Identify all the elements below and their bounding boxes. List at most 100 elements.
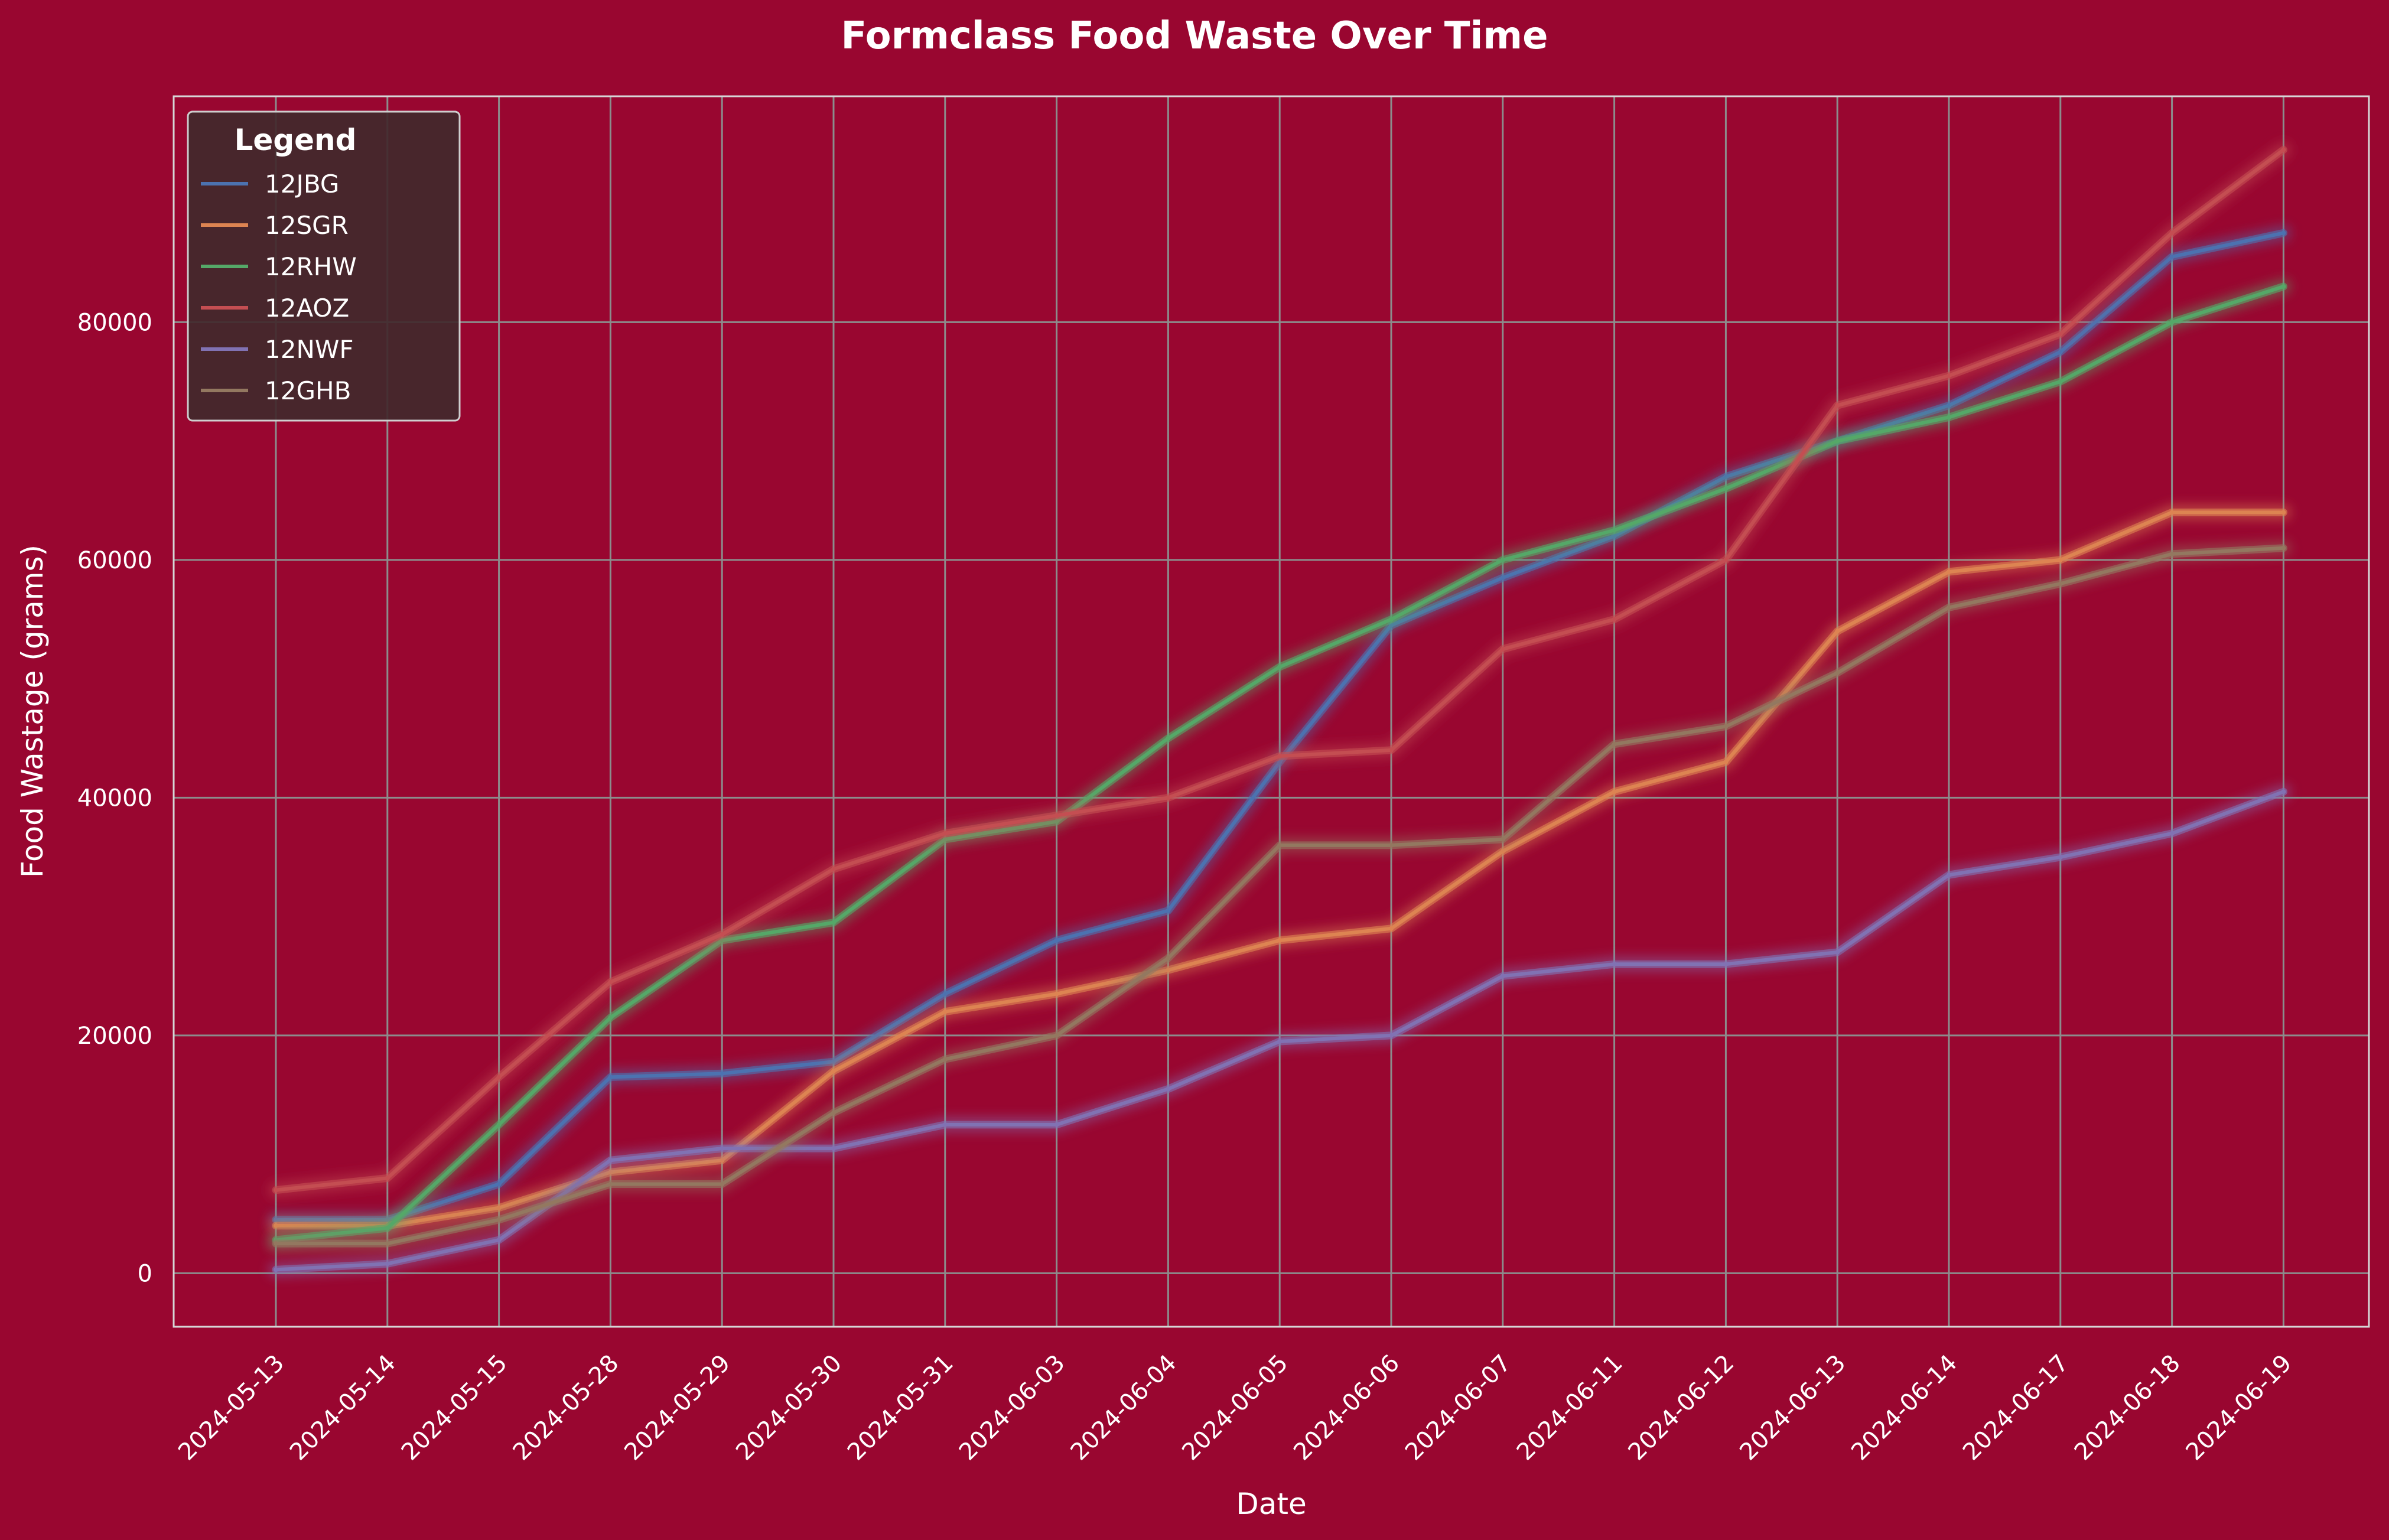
data-point-12SGR bbox=[1835, 629, 1840, 634]
legend-label-12AOZ: 12AOZ bbox=[265, 294, 349, 323]
data-point-12SGR bbox=[1612, 789, 1617, 795]
x-tick-label: 2024-05-15 bbox=[396, 1350, 513, 1466]
data-point-12RHW bbox=[1835, 438, 1840, 444]
data-point-12JBG bbox=[1166, 908, 1171, 913]
y-tick-label: 80000 bbox=[77, 309, 152, 336]
data-point-12NWF bbox=[274, 1267, 278, 1272]
data-point-12AOZ bbox=[942, 831, 948, 836]
y-axis-label: Food Wastage (grams) bbox=[15, 545, 50, 878]
data-point-12NWF bbox=[1054, 1122, 1059, 1127]
y-tick-label: 20000 bbox=[77, 1023, 152, 1050]
data-point-12GHB bbox=[831, 1110, 836, 1115]
series-12AOZ bbox=[268, 142, 2292, 1198]
data-point-12RHW bbox=[385, 1225, 390, 1230]
data-point-12JBG bbox=[2169, 254, 2175, 259]
data-point-12SGR bbox=[831, 1069, 836, 1074]
plot-frame bbox=[172, 95, 2370, 1328]
data-point-12RHW bbox=[831, 920, 836, 925]
data-point-12NWF bbox=[1166, 1086, 1171, 1092]
data-point-12SGR bbox=[1500, 848, 1505, 854]
data-point-12NWF bbox=[2169, 831, 2175, 836]
data-point-12NWF bbox=[1835, 950, 1840, 955]
data-point-12AOZ bbox=[385, 1176, 390, 1181]
series-12NWF bbox=[268, 784, 2292, 1278]
data-point-12SGR bbox=[608, 1170, 613, 1175]
data-point-12JBG bbox=[942, 991, 948, 997]
data-point-12NWF bbox=[720, 1146, 725, 1151]
legend-title: Legend bbox=[235, 123, 357, 157]
data-point-12GHB bbox=[1277, 842, 1283, 848]
data-point-12AOZ bbox=[1166, 795, 1171, 800]
data-point-12AOZ bbox=[1054, 813, 1059, 818]
data-point-12AOZ bbox=[1500, 646, 1505, 652]
data-point-12GHB bbox=[2058, 581, 2063, 587]
series-12SGR bbox=[268, 504, 2292, 1233]
data-point-12SGR bbox=[2281, 510, 2286, 515]
data-point-12GHB bbox=[1389, 842, 1394, 848]
x-tick-label: 2024-06-14 bbox=[1846, 1350, 1962, 1466]
data-point-12AOZ bbox=[1947, 373, 1951, 378]
data-point-12AOZ bbox=[1277, 753, 1283, 758]
data-point-12AOZ bbox=[1389, 747, 1394, 753]
data-point-12GHB bbox=[1835, 670, 1840, 676]
data-point-12AOZ bbox=[2058, 331, 2063, 337]
data-point-12NWF bbox=[831, 1146, 836, 1151]
data-point-12NWF bbox=[2058, 855, 2063, 860]
data-point-12RHW bbox=[2058, 379, 2063, 385]
data-point-12JBG bbox=[496, 1181, 502, 1187]
data-point-12JBG bbox=[1054, 937, 1059, 943]
data-point-12GHB bbox=[1947, 605, 1951, 610]
chart-title: Formclass Food Waste Over Time bbox=[841, 14, 1548, 58]
data-point-12SGR bbox=[1277, 937, 1283, 943]
data-point-12AOZ bbox=[1723, 557, 1729, 562]
data-point-12GHB bbox=[496, 1217, 502, 1222]
data-point-12GHB bbox=[1500, 836, 1505, 842]
x-tick-label: 2024-05-14 bbox=[285, 1350, 401, 1466]
data-point-12SGR bbox=[2058, 557, 2063, 562]
data-point-12RHW bbox=[2281, 284, 2286, 289]
x-tick-label: 2024-05-28 bbox=[508, 1350, 624, 1466]
legend: Legend 12JBG 12SGR 12RHW 12AOZ 12NWF 12GHB bbox=[187, 110, 461, 422]
x-tick-label: 2024-06-12 bbox=[1623, 1350, 1740, 1466]
data-point-12SGR bbox=[942, 1009, 948, 1014]
x-tick-label: 2024-06-11 bbox=[1512, 1350, 1628, 1466]
y-tick-label: 60000 bbox=[77, 547, 152, 574]
data-point-12AOZ bbox=[496, 1075, 502, 1080]
data-point-12NWF bbox=[942, 1122, 948, 1127]
data-point-12AOZ bbox=[2281, 147, 2286, 152]
legend-box bbox=[187, 110, 461, 422]
x-tick-label: 2024-05-31 bbox=[842, 1350, 959, 1466]
y-tick-label: 0 bbox=[138, 1260, 152, 1287]
data-point-12GHB bbox=[942, 1057, 948, 1062]
x-tick-label: 2024-05-13 bbox=[173, 1350, 289, 1466]
data-point-12GHB bbox=[1723, 724, 1729, 729]
x-axis-ticks: 2024-05-132024-05-142024-05-152024-05-28… bbox=[173, 1350, 2297, 1466]
data-point-12GHB bbox=[1612, 741, 1617, 747]
x-tick-label: 2024-06-06 bbox=[1288, 1350, 1405, 1466]
x-tick-label: 2024-06-13 bbox=[1734, 1350, 1851, 1466]
x-axis-label: Date bbox=[1236, 1487, 1307, 1521]
y-axis-ticks: 0 20000 40000 60000 80000 bbox=[77, 309, 152, 1287]
data-point-12AOZ bbox=[720, 932, 725, 937]
data-point-12AOZ bbox=[274, 1187, 278, 1193]
data-point-12AOZ bbox=[2169, 230, 2175, 236]
data-point-12AOZ bbox=[1612, 617, 1617, 622]
data-point-12JBG bbox=[720, 1071, 725, 1076]
data-point-12RHW bbox=[1166, 735, 1171, 741]
series-12GHB bbox=[268, 540, 2292, 1252]
legend-label-12GHB: 12GHB bbox=[265, 376, 351, 405]
data-point-12RHW bbox=[496, 1122, 502, 1127]
data-point-12GHB bbox=[2281, 545, 2286, 551]
data-point-12JBG bbox=[2058, 349, 2063, 354]
data-point-12RHW bbox=[608, 1015, 613, 1020]
data-point-12SGR bbox=[1054, 991, 1059, 997]
data-point-12SGR bbox=[1723, 760, 1729, 765]
data-point-12RHW bbox=[2169, 320, 2175, 325]
data-point-12SGR bbox=[274, 1223, 278, 1228]
data-point-12NWF bbox=[1500, 974, 1505, 979]
data-point-12RHW bbox=[1500, 557, 1505, 562]
data-point-12SGR bbox=[1389, 926, 1394, 931]
data-point-12NWF bbox=[2281, 789, 2286, 795]
legend-label-12NWF: 12NWF bbox=[265, 335, 354, 364]
x-tick-label: 2024-06-17 bbox=[1958, 1350, 2074, 1466]
